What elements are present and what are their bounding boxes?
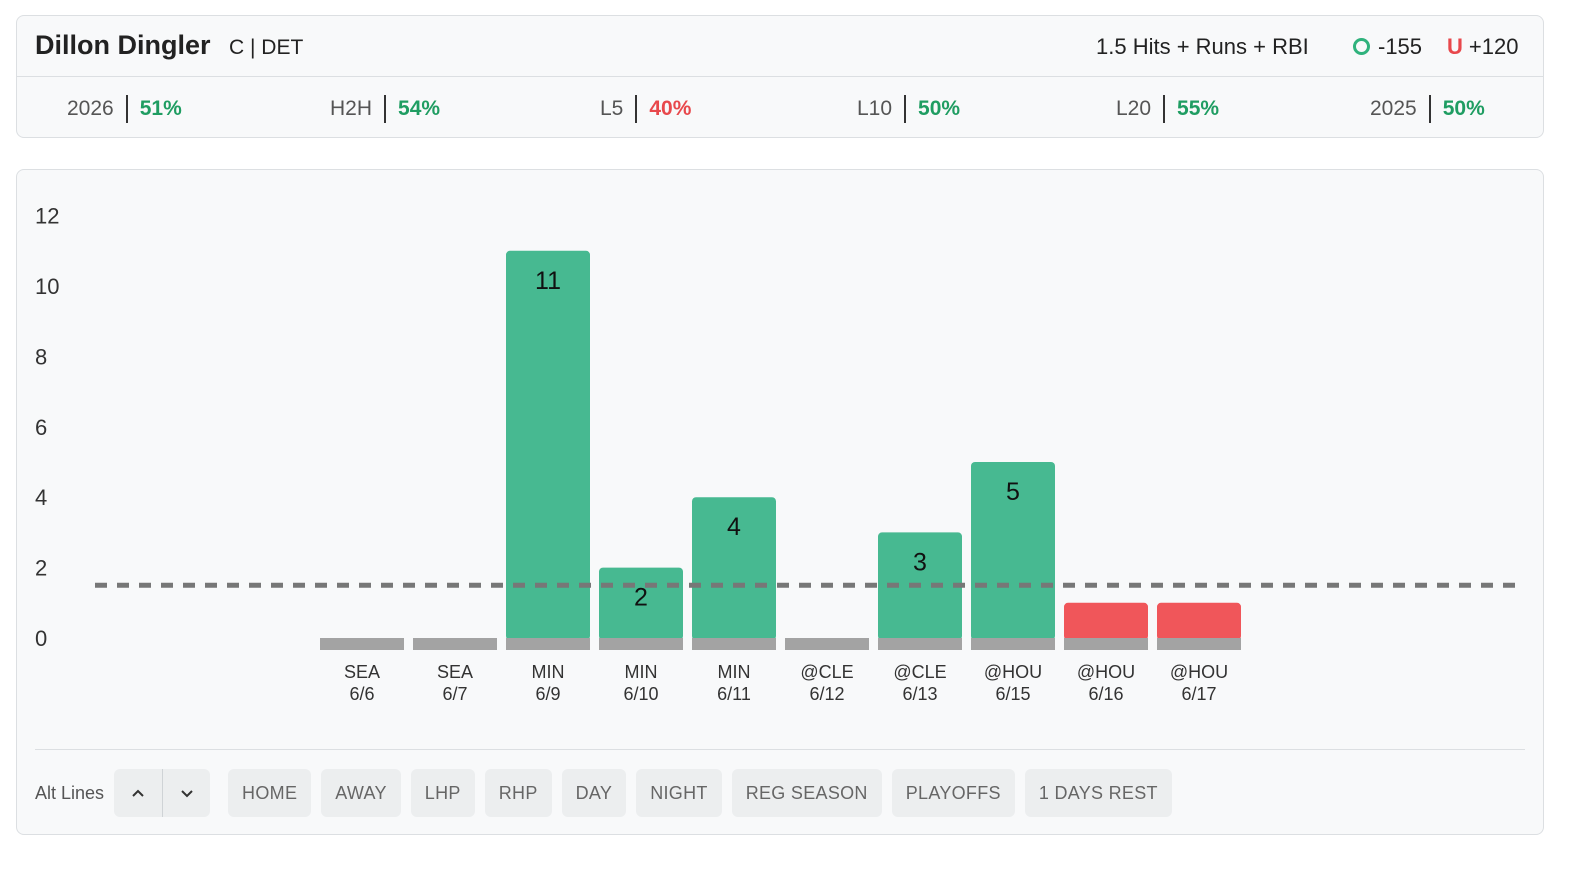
stat-l5[interactable]: L5 40% — [600, 94, 691, 124]
bar-under — [1064, 602, 1148, 640]
over-ring-icon — [1353, 38, 1370, 55]
x-tick-opponent: MIN — [532, 662, 565, 682]
bar-value-label: 4 — [727, 513, 741, 541]
x-tick-date: 6/7 — [442, 684, 467, 704]
player-name[interactable]: Dillon Dingler — [35, 30, 211, 60]
bar-base — [413, 638, 497, 650]
filter-day-button[interactable]: DAY — [561, 769, 627, 817]
x-tick-date: 6/10 — [623, 684, 658, 704]
x-tick-opponent: @CLE — [800, 662, 853, 682]
bar-value-label: 11 — [535, 267, 561, 295]
bar-over — [971, 462, 1055, 640]
chevron-up-icon — [132, 789, 144, 797]
under-tag: U — [1447, 34, 1463, 59]
chevron-down-icon — [180, 790, 193, 798]
filter-away-button[interactable]: AWAY — [321, 769, 401, 817]
header-top-row: Dillon Dingler C | DET 1.5 Hits + Runs +… — [17, 16, 1543, 77]
bar-base — [320, 638, 404, 650]
under-odds-value: +120 — [1468, 34, 1519, 59]
alt-lines-label: Alt Lines — [35, 782, 105, 803]
y-tick-label: 8 — [35, 344, 47, 369]
x-tick-date: 6/16 — [1088, 684, 1123, 704]
x-tick-opponent: MIN — [625, 662, 658, 682]
stat-value: 51% — [139, 97, 182, 120]
x-tick-opponent: @HOU — [1170, 662, 1228, 682]
bar-base — [692, 638, 776, 650]
x-tick-date: 6/15 — [995, 684, 1030, 704]
x-tick-opponent: SEA — [437, 662, 473, 682]
stat-label: H2H — [330, 95, 387, 123]
alt-line-down-button[interactable] — [162, 769, 211, 817]
stat-label: L5 — [600, 95, 638, 123]
alt-lines-stepper — [114, 769, 211, 817]
x-tick-date: 6/13 — [902, 684, 937, 704]
bar-value-label: 2 — [634, 584, 648, 612]
filter-night-button[interactable]: NIGHT — [636, 769, 722, 817]
x-tick-opponent: @HOU — [1077, 662, 1135, 682]
stat-2025[interactable]: 2025 50% — [1370, 94, 1485, 124]
bar-base — [1157, 638, 1241, 650]
bar-base — [878, 638, 962, 650]
bar-value-label: 5 — [1006, 478, 1020, 506]
filter-toolbar: Alt Lines HOME AWAY LHP RHP DAY NIGHT RE… — [35, 769, 1182, 817]
game-log-chart-card: 0 2 4 6 8 10 12 SEA 6/6 SEA 6/7 11 MIN 6/9 2 MIN 6/10 4 MI… — [16, 169, 1544, 835]
bar-base — [1064, 638, 1148, 650]
filter-days-rest-button[interactable]: 1 DAYS REST — [1024, 769, 1172, 817]
stat-value: 40% — [649, 97, 692, 120]
filter-lhp-button[interactable]: LHP — [410, 769, 475, 817]
stat-2026[interactable]: 2026 51% — [67, 94, 182, 124]
x-tick-date: 6/12 — [809, 684, 844, 704]
stat-label: 2025 — [1370, 95, 1431, 123]
game-log-bar-chart: 024681012SEA6/6SEA6/711MIN6/92MIN6/104MI… — [35, 204, 1517, 704]
y-tick-label: 0 — [35, 626, 47, 651]
bar-base — [785, 638, 869, 650]
over-odds-value: -155 — [1378, 34, 1423, 59]
player-position-team: C | DET — [229, 36, 304, 59]
over-odds-button[interactable]: -155 — [1353, 34, 1422, 60]
bar-over — [506, 250, 590, 641]
filter-reg-season-button[interactable]: REG SEASON — [731, 769, 882, 817]
x-tick-opponent: SEA — [344, 662, 380, 682]
under-odds-button[interactable]: U +120 — [1447, 34, 1518, 60]
x-tick-date: 6/9 — [535, 684, 560, 704]
stat-l20[interactable]: L20 55% — [1116, 94, 1219, 124]
prop-line: 1.5 Hits + Runs + RBI — [1096, 34, 1309, 59]
prop-header-card: Dillon Dingler C | DET 1.5 Hits + Runs +… — [16, 15, 1544, 138]
bar-over — [692, 497, 776, 640]
alt-line-up-button[interactable] — [114, 769, 163, 817]
stat-value: 50% — [1442, 97, 1485, 120]
y-tick-label: 2 — [35, 556, 47, 581]
stat-value: 55% — [1177, 97, 1220, 120]
bar-base — [506, 638, 590, 650]
x-tick-opponent: MIN — [718, 662, 751, 682]
stat-label: L20 — [1116, 95, 1166, 123]
x-tick-date: 6/17 — [1181, 684, 1216, 704]
filter-rhp-button[interactable]: RHP — [484, 769, 552, 817]
y-tick-label: 4 — [35, 485, 47, 510]
y-tick-label: 6 — [35, 415, 47, 440]
x-tick-opponent: @HOU — [984, 662, 1042, 682]
bar-value-label: 3 — [913, 548, 927, 576]
bar-under — [1157, 602, 1241, 640]
filter-playoffs-button[interactable]: PLAYOFFS — [891, 769, 1015, 817]
y-tick-label: 12 — [35, 204, 59, 229]
stat-value: 54% — [398, 97, 441, 120]
bar-base — [599, 638, 683, 650]
bar-over — [599, 567, 683, 640]
stat-l10[interactable]: L10 50% — [857, 94, 960, 124]
divider — [35, 749, 1525, 750]
x-tick-date: 6/6 — [349, 684, 374, 704]
stat-label: L10 — [857, 95, 907, 123]
y-tick-label: 10 — [35, 274, 59, 299]
filter-home-button[interactable]: HOME — [228, 769, 312, 817]
x-tick-opponent: @CLE — [893, 662, 946, 682]
stat-h2h[interactable]: H2H 54% — [330, 94, 440, 124]
stat-value: 50% — [918, 97, 961, 120]
bar-base — [971, 638, 1055, 650]
x-tick-date: 6/11 — [717, 684, 751, 704]
stat-label: 2026 — [67, 95, 128, 123]
